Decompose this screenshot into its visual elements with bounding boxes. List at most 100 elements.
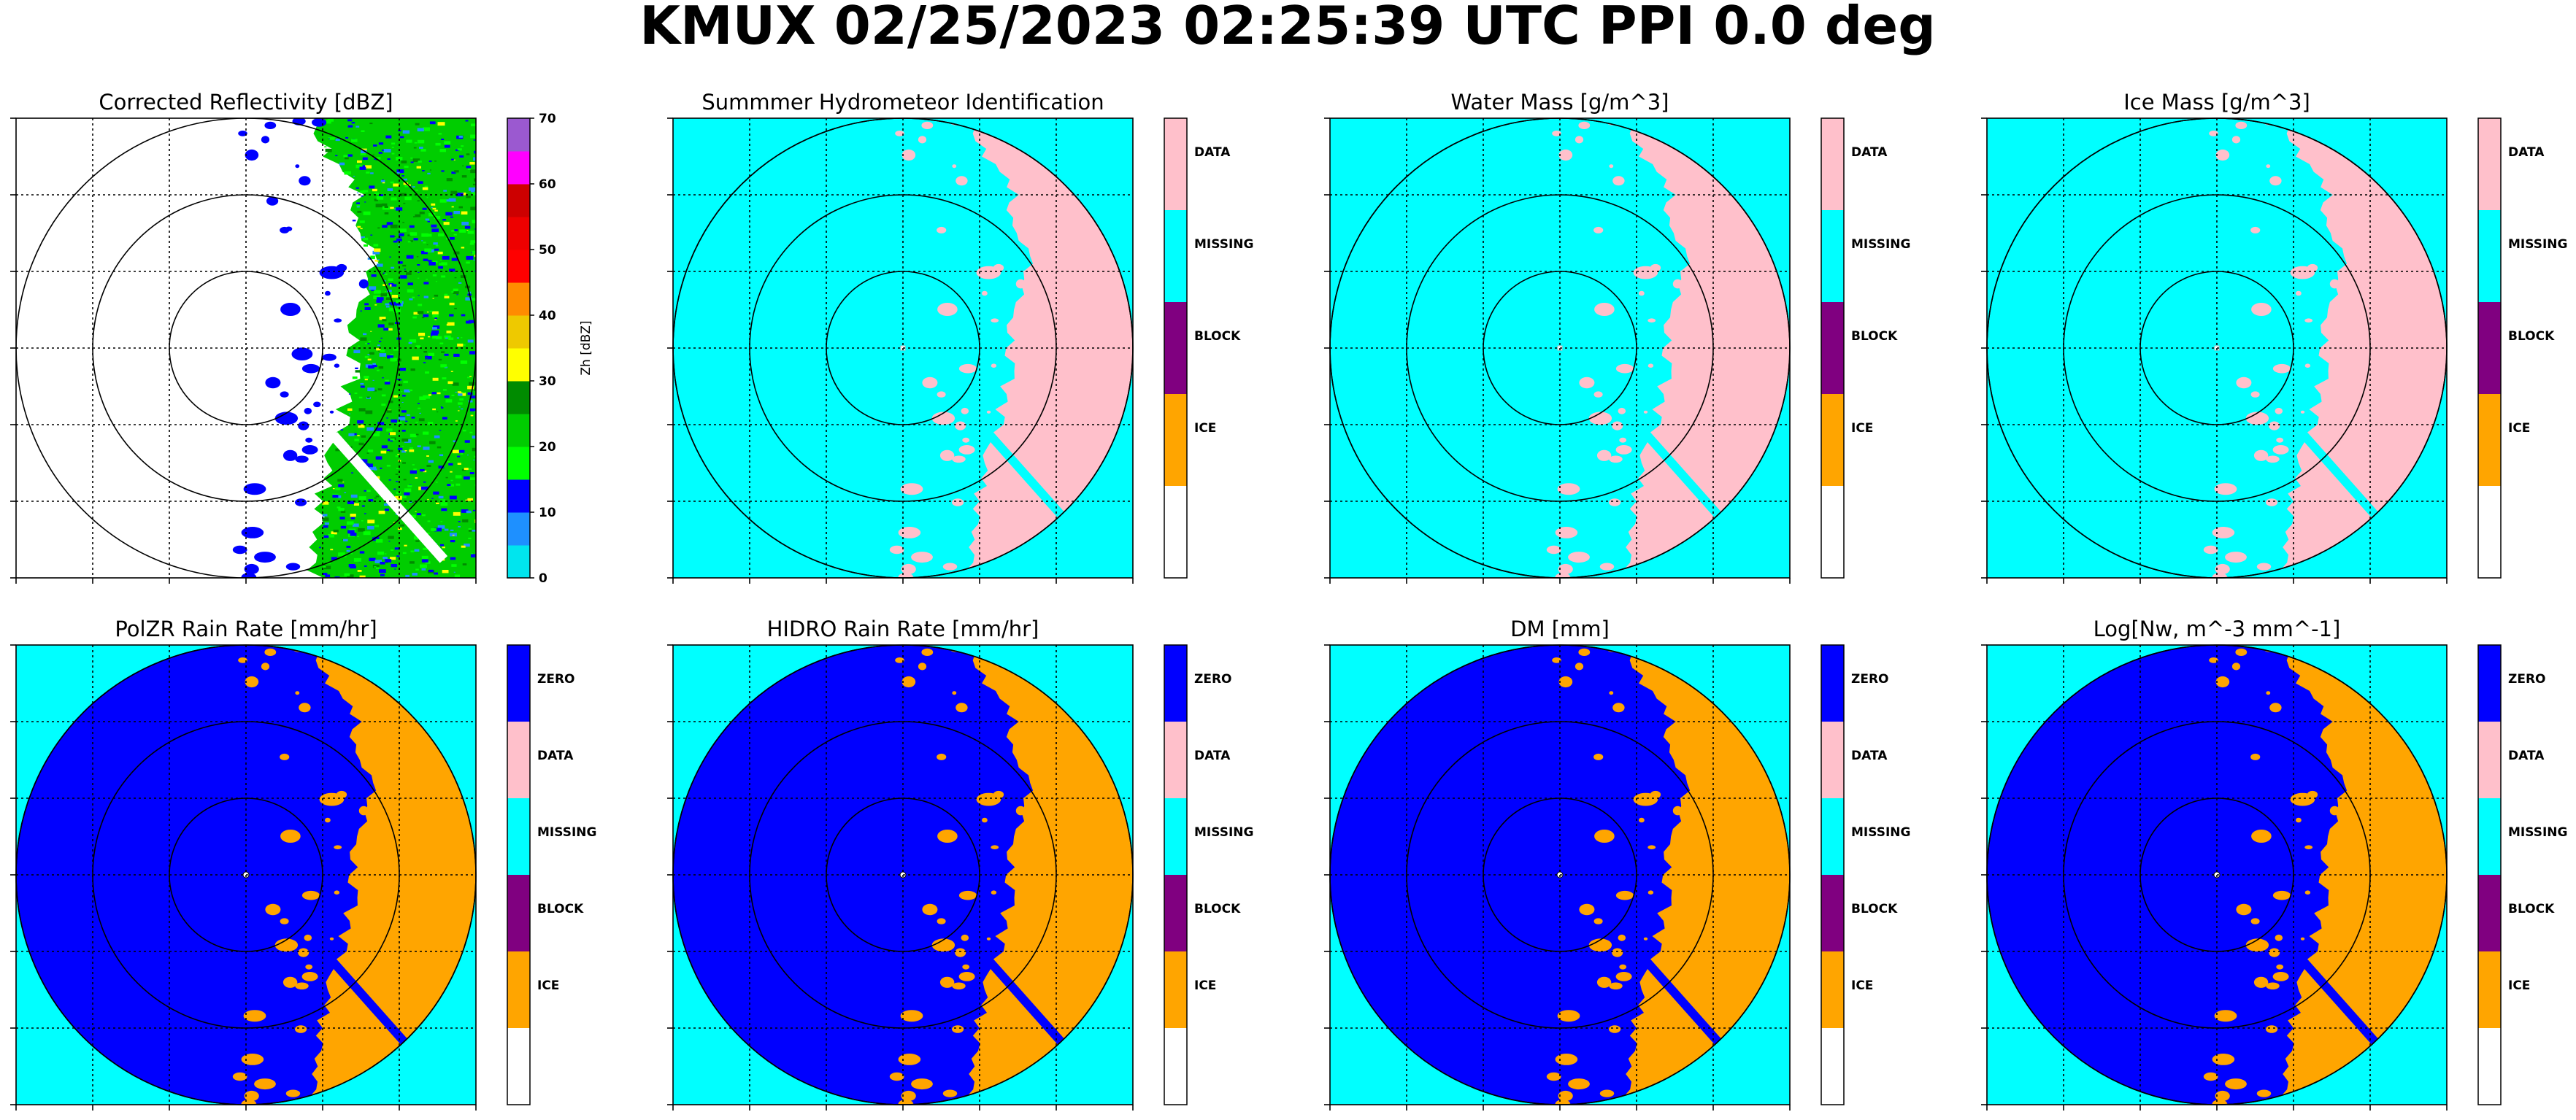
echo-pixel — [473, 157, 476, 161]
echo-pixel — [447, 460, 450, 463]
ice-speckle — [1015, 806, 1026, 816]
echo-pixel — [428, 569, 434, 573]
echo-pixel — [384, 273, 388, 275]
echo-pixel — [455, 475, 462, 479]
echo-pixel — [451, 564, 457, 567]
echo-pixel — [384, 212, 389, 215]
echo-pixel — [388, 278, 393, 281]
echo-speckle — [304, 407, 312, 414]
echo-pixel — [353, 433, 357, 436]
colorbar-segment — [2478, 645, 2501, 722]
echo-pixel — [469, 477, 475, 480]
echo-pixel — [421, 555, 428, 560]
ice-speckle — [931, 938, 956, 952]
echo-pixel — [410, 550, 415, 552]
echo-pixel — [380, 467, 382, 469]
echo-pixel — [358, 496, 366, 501]
echo-pixel — [437, 525, 445, 529]
echo-pixel — [344, 171, 351, 175]
echo-speckle — [358, 279, 369, 289]
echo-pixel — [357, 160, 362, 163]
echo-pixel — [363, 211, 371, 215]
echo-pixel — [375, 495, 380, 498]
echo-pixel — [426, 197, 428, 198]
colorbar-segment — [507, 184, 530, 217]
ice-speckle — [898, 1054, 921, 1065]
echo-pixel — [319, 547, 321, 549]
echo-pixel — [359, 166, 366, 170]
echo-pixel — [388, 323, 394, 325]
echo-pixel — [459, 398, 464, 401]
ice-speckle — [232, 1072, 247, 1081]
echo-pixel — [412, 356, 419, 360]
colorbar-segment — [507, 151, 530, 185]
echo-pixel — [461, 545, 466, 548]
echo-pixel — [372, 363, 376, 365]
echo-pixel — [322, 501, 329, 505]
ice-speckle — [295, 982, 309, 990]
echo-pixel — [457, 463, 461, 465]
echo-pixel — [378, 350, 380, 352]
echo-pixel — [365, 165, 372, 169]
echo-pixel — [381, 403, 386, 406]
echo-pixel — [325, 574, 331, 577]
echo-pixel — [451, 158, 455, 161]
ice-speckle — [982, 817, 988, 823]
echo-speckle — [232, 545, 247, 555]
echo-speckle — [245, 149, 259, 161]
echo-pixel — [432, 408, 436, 411]
data-speckle — [1552, 131, 1561, 136]
echo-pixel — [355, 187, 359, 189]
data-speckle — [976, 266, 1001, 279]
echo-layer — [232, 118, 476, 578]
data-speckle — [956, 176, 968, 186]
ice-speckle — [2253, 976, 2269, 988]
colorbar-segment — [1821, 798, 1844, 875]
echo-speckle — [319, 266, 345, 279]
echo-pixel — [455, 420, 458, 422]
ice-speckle — [1609, 1025, 1621, 1033]
echo-pixel — [402, 130, 410, 134]
echo-pixel — [446, 323, 450, 326]
echo-pixel — [374, 497, 377, 499]
echo-pixel — [418, 295, 420, 296]
echo-pixel — [450, 190, 458, 194]
echo-pixel — [390, 524, 393, 526]
echo-pixel — [426, 532, 430, 534]
colorbar-tick-label: 20 — [539, 440, 556, 455]
echo-pixel — [466, 320, 472, 324]
echo-pixel — [410, 161, 414, 163]
echo-pixel — [393, 347, 400, 351]
echo-pixel — [431, 228, 439, 233]
echo-pixel — [323, 535, 329, 538]
echo-pixel — [363, 190, 369, 193]
echo-speckle — [301, 363, 320, 374]
echo-pixel — [404, 389, 410, 393]
echo-pixel — [359, 220, 365, 223]
colorbar-segment — [1164, 118, 1187, 210]
echo-pixel — [390, 235, 395, 238]
colorbar-segment — [507, 875, 530, 951]
echo-pixel — [406, 272, 412, 275]
echo-pixel — [433, 491, 439, 495]
ice-speckle — [1615, 890, 1634, 900]
echo-pixel — [372, 188, 377, 192]
echo-pixel — [423, 127, 430, 131]
echo-pixel — [347, 408, 353, 411]
echo-pixel — [364, 565, 367, 567]
colorbar-segment — [1821, 394, 1844, 486]
echo-pixel — [423, 314, 429, 317]
echo-pixel — [369, 123, 373, 125]
colorbar-segment — [507, 545, 530, 579]
echo-pixel — [343, 538, 348, 541]
echo-pixel — [448, 337, 454, 340]
echo-pixel — [461, 211, 468, 215]
panel-3: DATA MISSING BLOCK ICE Water Mass [g/m^3] — [1324, 90, 1910, 584]
echo-pixel — [410, 561, 415, 564]
echo-pixel — [474, 150, 476, 154]
echo-pixel — [384, 382, 391, 385]
echo-pixel — [467, 376, 470, 379]
echo-pixel — [388, 536, 394, 539]
echo-pixel — [450, 216, 453, 218]
data-speckle — [918, 136, 927, 144]
